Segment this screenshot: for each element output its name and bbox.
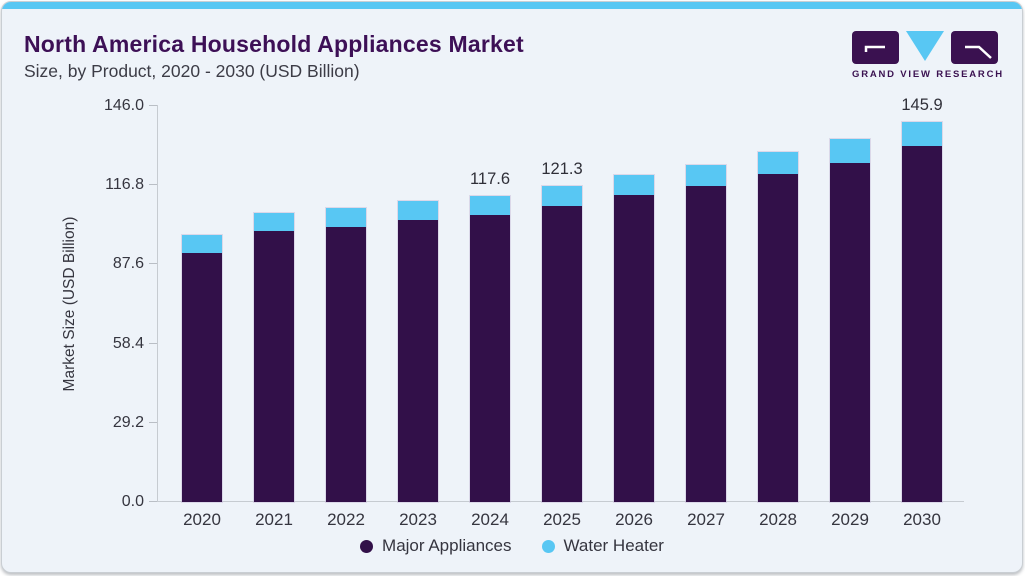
x-tick-label: 2027 xyxy=(687,510,725,529)
bar-2029 xyxy=(830,139,870,502)
legend-item-major-appliances: Major Appliances xyxy=(360,536,512,556)
x-tick-label: 2020 xyxy=(183,510,221,529)
bar-2024 xyxy=(470,195,510,502)
bar-2030-major-appliances-segment xyxy=(902,146,942,502)
page-subtitle: Size, by Product, 2020 - 2030 (USD Billi… xyxy=(24,61,360,81)
y-tick-label: 116.8 xyxy=(105,176,144,194)
y-tick-label: 0.0 xyxy=(121,493,144,510)
legend-label: Major Appliances xyxy=(382,536,512,555)
bar-2021 xyxy=(254,212,294,502)
x-tick-label: 2030 xyxy=(903,510,941,529)
bar-value-label: 121.3 xyxy=(541,160,583,179)
bar-2024-major-appliances-segment xyxy=(470,215,510,502)
y-tick-mark xyxy=(149,342,157,344)
page-title: North America Household Appliances Marke… xyxy=(24,31,524,57)
legend-dot-icon xyxy=(541,539,555,553)
top-accent-bar xyxy=(2,2,1022,9)
bar-2026 xyxy=(614,175,654,502)
legend-dot-icon xyxy=(360,539,374,553)
bar-2020-water-heater-segment xyxy=(182,234,222,253)
legend: Major Appliances Water Heater xyxy=(2,536,1022,556)
y-tick-mark xyxy=(149,263,157,265)
bar-value-label: 117.6 xyxy=(469,169,511,188)
bar-2022 xyxy=(326,208,366,502)
y-tick-label: 146.0 xyxy=(103,97,144,114)
bar-2026-water-heater-segment xyxy=(614,175,654,196)
bar-2028-water-heater-segment xyxy=(758,151,798,175)
bar-2027-water-heater-segment xyxy=(686,164,726,186)
bar-2030 xyxy=(902,121,942,502)
y-tick-mark xyxy=(149,421,157,423)
y-tick-mark xyxy=(149,105,157,106)
bar-2024-water-heater-segment xyxy=(470,195,510,216)
bar-2027 xyxy=(686,164,726,502)
bar-2020 xyxy=(182,234,222,502)
y-tick-mark xyxy=(149,184,157,186)
bar-2025-water-heater-segment xyxy=(542,186,582,206)
logo-r-mark-icon xyxy=(951,31,998,64)
x-tick-label: 2024 xyxy=(471,510,509,529)
x-tick-label: 2025 xyxy=(543,510,581,529)
bar-2023 xyxy=(398,201,438,502)
bar-2029-water-heater-segment xyxy=(830,139,870,163)
gvr-logo: GRAND VIEW RESEARCH xyxy=(852,31,1004,80)
x-tick-label: 2028 xyxy=(759,510,797,529)
x-tick-label: 2023 xyxy=(399,510,437,529)
bar-2027-major-appliances-segment xyxy=(686,185,726,502)
x-tick-label: 2022 xyxy=(327,510,365,529)
bar-2021-major-appliances-segment xyxy=(254,231,294,502)
bar-2021-water-heater-segment xyxy=(254,212,294,232)
y-tick-label: 29.2 xyxy=(112,413,144,431)
bar-2023-water-heater-segment xyxy=(398,201,438,221)
x-tick-label: 2029 xyxy=(831,510,869,529)
y-tick-label: 58.4 xyxy=(112,334,144,352)
y-axis-line xyxy=(157,105,158,502)
bar-2029-major-appliances-segment xyxy=(830,162,870,502)
y-axis-title: Market Size (USD Billion) xyxy=(61,216,78,392)
x-tick-label: 2026 xyxy=(615,510,653,529)
bar-2023-major-appliances-segment xyxy=(398,220,438,502)
bar-2022-water-heater-segment xyxy=(326,208,366,227)
logo-marks xyxy=(852,31,998,65)
bar-2030-water-heater-segment xyxy=(902,121,942,147)
plot-area: 0.0 29.2 58.4 87.6 116.8 146.0 2020 2021 2022 202… xyxy=(104,96,964,529)
bar-2020-major-appliances-segment xyxy=(182,252,222,502)
bar-2022-major-appliances-segment xyxy=(326,226,366,502)
legend-item-water-heater: Water Heater xyxy=(541,536,664,556)
bar-2025-major-appliances-segment xyxy=(542,205,582,502)
logo-g-mark-icon xyxy=(852,31,899,64)
bar-2025 xyxy=(542,186,582,502)
legend-label: Water Heater xyxy=(563,536,664,555)
bar-2026-major-appliances-segment xyxy=(614,195,654,502)
logo-text: GRAND VIEW RESEARCH xyxy=(852,69,1004,80)
bar-2028-major-appliances-segment xyxy=(758,174,798,502)
bar-value-label: 145.9 xyxy=(901,95,943,114)
y-tick-label: 87.6 xyxy=(112,255,144,273)
y-tick-mark xyxy=(149,501,157,502)
x-tick-label: 2021 xyxy=(255,510,293,529)
bar-2028 xyxy=(758,151,798,502)
logo-v-triangle-icon xyxy=(906,31,944,61)
